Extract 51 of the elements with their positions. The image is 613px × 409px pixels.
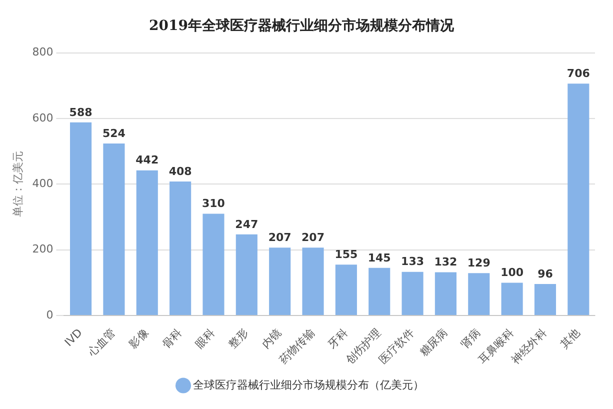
x-tick-label: 内镜 [259, 326, 284, 351]
x-tick-label: 其他 [558, 326, 583, 351]
bar [103, 143, 125, 316]
y-tick-label: 400 [32, 177, 54, 190]
data-label: 207 [302, 230, 324, 244]
data-label: 706 [566, 67, 590, 80]
data-label: 588 [69, 106, 92, 119]
bar [202, 214, 224, 316]
bar [402, 272, 424, 316]
y-tick-label: 200 [32, 242, 54, 256]
y-tick-label: 800 [32, 46, 54, 59]
bar [269, 248, 291, 316]
bar [501, 282, 523, 316]
bar [236, 234, 258, 316]
x-tick-label: 牙科 [326, 326, 350, 351]
x-tick-label: 糖尿病 [417, 326, 450, 359]
bar [302, 248, 324, 316]
y-axis-title: 单位：亿美元 [11, 151, 24, 218]
data-label: 133 [401, 255, 424, 268]
bar [70, 122, 92, 316]
x-tick-label: 心血管 [84, 326, 118, 360]
bar [335, 264, 357, 316]
y-tick-label: 600 [32, 111, 54, 124]
data-label: 408 [168, 164, 192, 178]
data-label: 310 [202, 197, 226, 210]
x-tick-label: 骨科 [160, 326, 184, 351]
x-tick-label: IVD [62, 326, 85, 349]
bar [170, 182, 192, 316]
data-label: 155 [334, 248, 358, 262]
data-label: 96 [538, 267, 554, 280]
chart-title: 2019年全球医疗器械行业细分市场规模分布情况 [149, 17, 455, 34]
x-tick-label: 整形 [226, 326, 251, 351]
bar [434, 272, 456, 316]
bar [368, 268, 390, 316]
bar [568, 84, 590, 316]
y-tick-label: 0 [46, 308, 54, 322]
data-label: 132 [434, 256, 458, 269]
data-label: 524 [102, 126, 126, 140]
x-tick-label: 眼科 [192, 326, 218, 351]
x-tick-label: 肾病 [458, 326, 484, 351]
data-label: 129 [467, 256, 490, 270]
legend-label: 全球医疗器械行业细分市场规模分布（亿美元） [192, 378, 424, 392]
data-label: 442 [136, 154, 159, 167]
data-label: 207 [268, 230, 292, 244]
data-label: 145 [368, 251, 391, 264]
bar [468, 273, 490, 316]
bar [136, 170, 158, 316]
x-tick-label: 影像 [126, 326, 152, 351]
data-label: 100 [500, 266, 524, 280]
bar [534, 284, 556, 316]
data-label: 247 [235, 218, 258, 231]
